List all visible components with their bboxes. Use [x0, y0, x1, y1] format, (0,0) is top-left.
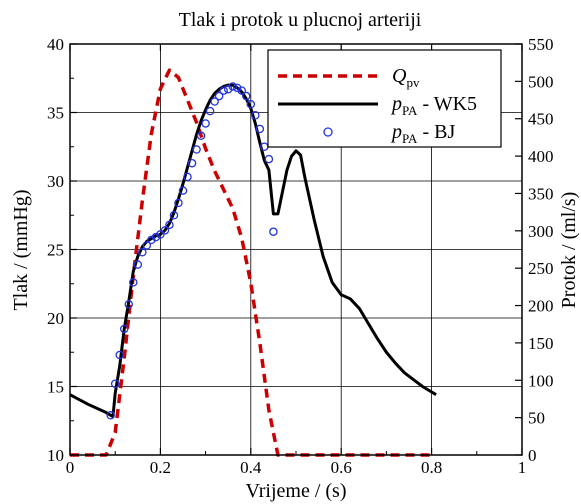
series-bj-point — [147, 235, 156, 245]
y-tick-label-left: 40 — [47, 35, 64, 54]
series-bj-point — [201, 119, 210, 128]
y-tick-label-left: 25 — [47, 241, 64, 260]
y-tick-label-right: 0 — [528, 446, 537, 465]
legend-label: Qpv — [392, 65, 420, 90]
series-bj-point — [165, 220, 174, 230]
plot-frame — [69, 43, 523, 456]
series-bj-point — [242, 91, 251, 101]
series-bj-point — [264, 154, 274, 164]
series-layer — [69, 68, 437, 457]
x-tick-label: 1 — [518, 458, 527, 477]
y-tick-label-right: 400 — [528, 147, 554, 166]
series-bj-point — [223, 84, 233, 94]
y-tick-label-right: 250 — [528, 259, 554, 278]
y-tick-label-left: 10 — [47, 446, 64, 465]
y-tick-label-right: 350 — [528, 184, 554, 203]
series-bj-point — [219, 86, 228, 95]
series-bj-point — [205, 106, 215, 116]
series-bj-point — [187, 158, 197, 168]
legend-label: pPA - WK5 — [390, 93, 477, 118]
series-bj-point — [232, 83, 242, 93]
series-bj-point — [251, 110, 260, 120]
series-bj-point — [269, 227, 278, 236]
y-tick-label-right: 450 — [528, 110, 554, 129]
series-bj-point — [124, 300, 134, 309]
legend: Qpv pPA - WK5 pPA - BJ — [267, 49, 502, 148]
x-tick-label: 0.6 — [331, 458, 352, 477]
chart-title: Tlak i protok u plucnoj arteriji — [179, 9, 422, 31]
y-tick-label-left: 15 — [47, 378, 64, 397]
series-bj-point — [237, 86, 247, 95]
y-tick-label-right: 550 — [528, 35, 554, 54]
legend-label: pPA - BJ — [390, 121, 455, 146]
series-bj-point — [106, 411, 115, 420]
x-tick-label: 0.4 — [240, 458, 262, 477]
series-bj-point — [160, 226, 170, 235]
series-bj-point — [246, 100, 256, 109]
series-bj-point — [138, 247, 147, 257]
series-bj-point — [110, 379, 120, 389]
series-bj-point — [169, 210, 179, 220]
y-tick-label-right: 150 — [528, 334, 554, 353]
series-bj-point — [192, 145, 201, 154]
y-tick-label-left: 35 — [47, 104, 64, 123]
x-tick-label: 0.8 — [421, 458, 442, 477]
series-bj-point — [133, 260, 143, 269]
y-tick-label-left: 30 — [47, 172, 64, 191]
legend-marker-bj — [323, 127, 333, 137]
series-bj-point — [214, 91, 224, 101]
y-tick-label-right: 100 — [528, 371, 554, 390]
x-axis-label: Vrijeme / (s) — [246, 480, 347, 502]
series-bj-point — [183, 172, 192, 182]
y-tick-label-right: 50 — [528, 409, 545, 428]
series-bj-point — [228, 82, 237, 91]
y-tick-label-right: 500 — [528, 72, 554, 91]
y-tick-label-right: 200 — [528, 297, 554, 316]
series-bj-point — [142, 241, 152, 250]
series-bj-point — [115, 350, 124, 360]
series-bj-point — [151, 232, 161, 242]
series-bj-point — [210, 97, 219, 106]
tick-labels: 0 0.2 0.4 0.6 0.8 110152025303540050100150200… — [47, 35, 554, 477]
legend-box — [267, 49, 502, 148]
series-bj-point — [129, 278, 138, 287]
series-bj-point — [174, 198, 183, 208]
y-tick-label-left: 20 — [47, 309, 64, 328]
x-tick-label: 0.2 — [150, 458, 171, 477]
series-bj-point — [196, 131, 206, 141]
series-bj-point — [178, 186, 188, 195]
y-axis-label-right: Protok / (ml/s) — [558, 192, 580, 309]
y-tick-label-right: 300 — [528, 222, 554, 241]
x-tick-label: 0 — [66, 458, 75, 477]
y-axis-label-left: Tlak / (mmHg) — [10, 189, 32, 310]
series-bj-point — [255, 124, 265, 134]
series-bj-point — [119, 324, 129, 334]
